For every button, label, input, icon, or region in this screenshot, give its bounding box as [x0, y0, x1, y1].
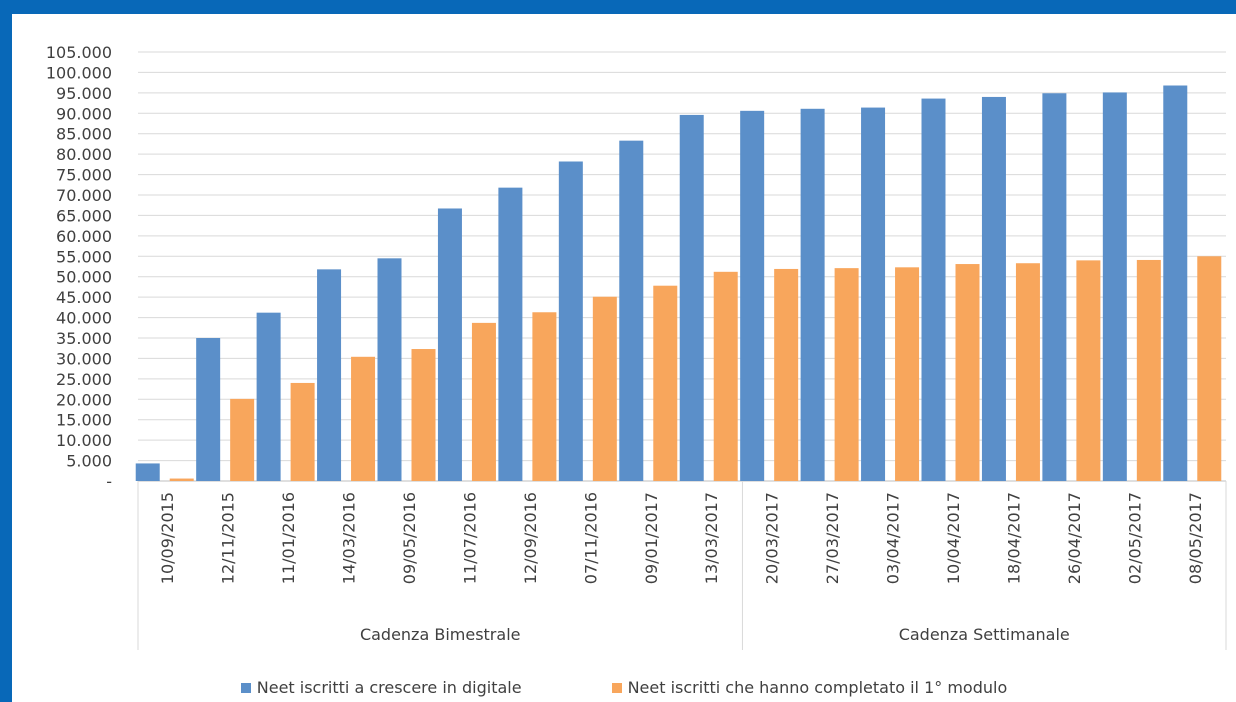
x-tick-label-2: 11/01/2016 [279, 492, 298, 584]
bar-s2-20-03-2017 [774, 268, 799, 481]
bar-s2-27-03-2017 [834, 268, 859, 481]
bar-s1-12-09-2016 [498, 187, 523, 481]
x-tick-label-6: 12/09/2016 [521, 492, 540, 584]
legend-label-series-2: Neet iscritti che hanno completato il 1°… [627, 678, 1008, 697]
bar-s1-11-01-2016 [256, 312, 281, 481]
y-tick-label-5: 25.000 [56, 370, 112, 389]
bar-s1-14-03-2016 [317, 269, 342, 481]
y-tick-label-6: 30.000 [56, 349, 112, 368]
x-tick-label-1: 12/11/2015 [219, 492, 238, 584]
bar-s2-03-04-2017 [895, 267, 920, 481]
bar-s1-07-11-2016 [558, 161, 583, 482]
x-tick-label-9: 13/03/2017 [702, 492, 721, 584]
y-tick-label-4: 20.000 [56, 390, 112, 409]
bar-s1-26-04-2017 [1042, 93, 1067, 481]
bar-s1-18-04-2017 [981, 96, 1006, 481]
bar-s2-08-05-2017 [1197, 256, 1222, 481]
bar-s1-03-04-2017 [861, 107, 886, 482]
legend-item-series-1: Neet iscritti a crescere in digitale [240, 678, 522, 697]
y-tick-label-18: 90.000 [56, 104, 112, 123]
legend-item-series-2: Neet iscritti che hanno completato il 1°… [611, 678, 1008, 697]
x-tick-label-3: 14/03/2016 [340, 492, 359, 584]
x-tick-label-5: 11/07/2016 [460, 492, 479, 584]
y-tick-label-1: 5.000 [66, 452, 112, 471]
x-tick-label-10: 20/03/2017 [763, 492, 782, 584]
bar-s1-10-09-2015 [135, 463, 160, 481]
bar-s1-11-07-2016 [437, 208, 462, 482]
y-tick-label-13: 65.000 [56, 206, 112, 225]
y-tick-label-20: 100.000 [46, 63, 112, 82]
bar-s2-14-03-2016 [351, 356, 376, 481]
y-tick-label-19: 95.000 [56, 84, 112, 103]
chart-panel: -5.000 10.000 15.000 20.000 25.000 30.000 35.0… [12, 14, 1236, 702]
y-tick-label-14: 70.000 [56, 186, 112, 205]
legend: Neet iscritti a crescere in digitale Nee… [12, 678, 1236, 697]
y-tick-label-16: 80.000 [56, 145, 112, 164]
x-tick-label-13: 10/04/2017 [944, 492, 963, 584]
bar-s1-10-04-2017 [921, 98, 946, 481]
bar-s1-13-03-2017 [679, 114, 704, 482]
bar-s2-13-03-2017 [713, 271, 738, 481]
bar-s1-09-01-2017 [619, 140, 644, 481]
legend-swatch-series-2 [611, 682, 622, 693]
bar-s2-09-01-2017 [653, 285, 678, 481]
y-tick-label-11: 55.000 [56, 247, 112, 266]
group-label-0: Cadenza Bimestrale [360, 625, 521, 644]
bar-s2-11-07-2016 [471, 322, 496, 481]
y-tick-label-15: 75.000 [56, 166, 112, 185]
x-tick-label-8: 09/01/2017 [642, 492, 661, 584]
y-tick-label-8: 40.000 [56, 309, 112, 328]
x-tick-label-7: 07/11/2016 [581, 492, 600, 584]
bar-s2-10-09-2015 [169, 478, 194, 481]
y-tick-label-12: 60.000 [56, 227, 112, 246]
y-tick-label-9: 45.000 [56, 288, 112, 307]
bar-s2-12-09-2016 [532, 312, 557, 481]
bar-s2-11-01-2016 [290, 382, 315, 481]
bar-s1-09-05-2016 [377, 258, 402, 481]
bar-s2-18-04-2017 [1015, 263, 1040, 481]
bar-s1-08-05-2017 [1163, 85, 1188, 481]
y-tick-label-2: 10.000 [56, 431, 112, 450]
y-tick-label-10: 50.000 [56, 268, 112, 287]
y-tick-label-0: - [106, 472, 112, 491]
x-tick-label-4: 09/05/2016 [400, 492, 419, 584]
bar-s2-26-04-2017 [1076, 260, 1101, 481]
x-tick-label-14: 18/04/2017 [1004, 492, 1023, 584]
bar-s2-09-05-2016 [411, 349, 436, 481]
x-tick-label-0: 10/09/2015 [158, 492, 177, 584]
bar-s2-12-11-2015 [230, 398, 255, 481]
x-tick-label-12: 03/04/2017 [884, 492, 903, 584]
bar-s2-07-11-2016 [592, 296, 617, 481]
group-label-1: Cadenza Settimanale [899, 625, 1070, 644]
bar-s1-02-05-2017 [1102, 92, 1127, 481]
legend-label-series-1: Neet iscritti a crescere in digitale [256, 678, 522, 697]
bar-s1-20-03-2017 [740, 110, 765, 481]
legend-swatch-series-1 [240, 682, 251, 693]
y-tick-label-3: 15.000 [56, 411, 112, 430]
x-tick-label-11: 27/03/2017 [823, 492, 842, 584]
y-tick-label-17: 85.000 [56, 125, 112, 144]
x-tick-label-16: 02/05/2017 [1125, 492, 1144, 584]
y-tick-label-7: 35.000 [56, 329, 112, 348]
bar-s1-27-03-2017 [800, 108, 825, 481]
x-tick-label-17: 08/05/2017 [1186, 492, 1205, 584]
bar-s2-10-04-2017 [955, 264, 980, 481]
y-tick-label-21: 105.000 [46, 43, 112, 62]
bar-s1-12-11-2015 [196, 338, 221, 481]
x-tick-label-15: 26/04/2017 [1065, 492, 1084, 584]
bar-s2-02-05-2017 [1136, 259, 1161, 481]
